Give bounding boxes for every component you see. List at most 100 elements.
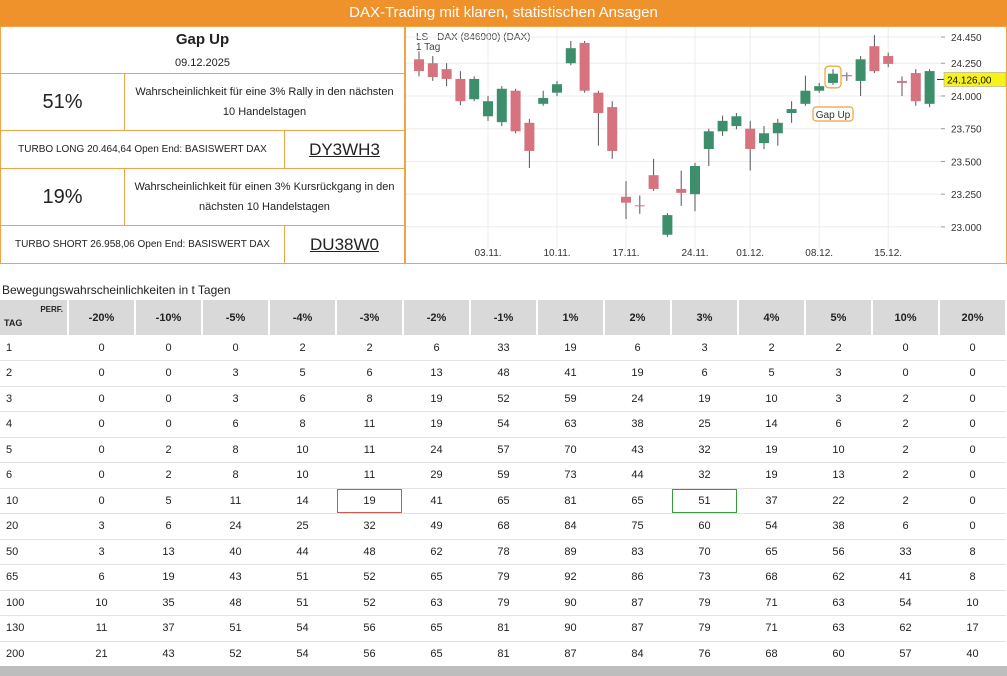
row-label: 50 [0, 539, 68, 565]
table-cell: 48 [470, 360, 537, 387]
table-cell: 2 [135, 437, 202, 463]
column-label: 20% [939, 300, 1007, 335]
table-cell: 2 [269, 335, 336, 361]
table-cell: 51 [671, 488, 738, 514]
table-cell: 65 [403, 615, 470, 642]
table-cell: 0 [939, 462, 1006, 489]
table-cell: 54 [738, 513, 805, 540]
table-cell: 13 [403, 360, 470, 387]
table-cell: 8 [939, 539, 1006, 565]
candle-body [510, 90, 521, 132]
table-cell: 60 [671, 513, 738, 540]
table-cell: 10 [269, 462, 336, 489]
table-row: 130 11 37 51 54 56 65 81 90 87 79 71 63 62 17 [0, 615, 1006, 642]
x-tick-label: 03.11. [474, 248, 501, 259]
table-cell: 87 [537, 641, 604, 667]
row-label: 4 [0, 411, 68, 438]
row-label: 3 [0, 386, 68, 412]
candle-body [924, 71, 935, 104]
column-label: -20% [68, 300, 136, 335]
x-tick-label: 17.11. [612, 248, 639, 259]
table-cell: 33 [470, 335, 537, 361]
table-cell: 40 [202, 539, 269, 565]
candle-body [772, 122, 783, 134]
table-cell: 84 [604, 641, 671, 667]
table-cell: 10 [805, 437, 872, 463]
long-code[interactable]: DY3WH3 [284, 130, 405, 169]
table-cell: 8 [269, 411, 336, 438]
table-cell: 25 [269, 513, 336, 540]
candle-body [759, 133, 769, 144]
candle-body [717, 120, 728, 132]
table-cell: 6 [403, 335, 470, 361]
table-cell: 29 [403, 462, 470, 489]
table-cell: 0 [939, 335, 1006, 361]
table-cell: 0 [135, 411, 202, 438]
table-cell: 51 [269, 564, 336, 591]
table-cell: 0 [68, 360, 135, 387]
row-label: 130 [0, 615, 68, 642]
row-label: 10 [0, 488, 68, 514]
table-cell: 56 [805, 539, 872, 565]
table-cell: 63 [805, 615, 872, 642]
table-cell: 13 [805, 462, 872, 489]
short-code[interactable]: DU38W0 [284, 225, 405, 264]
table-cell: 57 [872, 641, 939, 667]
table-cell: 19 [403, 411, 470, 438]
x-tick-label: 01.12. [736, 248, 764, 259]
table-cell: 2 [336, 335, 403, 361]
candle-body [524, 122, 535, 151]
table-cell: 2 [872, 411, 939, 438]
chart-subtitle: 1 Tag [416, 42, 440, 53]
candle-body [690, 166, 700, 195]
table-cell: 33 [872, 539, 939, 565]
table-cell: 10 [738, 386, 805, 412]
table-cell: 6 [805, 411, 872, 438]
column-label: -10% [135, 300, 203, 335]
x-tick-label: 08.12. [805, 248, 833, 259]
table-cell: 54 [872, 590, 939, 616]
table-cell: 41 [537, 360, 604, 387]
table-cell: 19 [336, 488, 403, 514]
candle-body [483, 101, 493, 117]
table-cell: 8 [202, 437, 269, 463]
table-cell: 81 [537, 488, 604, 514]
table-cell: 5 [135, 488, 202, 514]
column-label: 2% [604, 300, 672, 335]
row-label: 20 [0, 513, 68, 540]
table-cell: 3 [671, 335, 738, 361]
candle-body [855, 59, 866, 81]
table-cell: 63 [403, 590, 470, 616]
table-cell: 0 [939, 513, 1006, 540]
table-cell: 48 [336, 539, 403, 565]
table-cell: 21 [68, 641, 135, 667]
table-cell: 38 [604, 411, 671, 438]
candle-body [841, 75, 852, 77]
annotation-highlight [824, 65, 842, 89]
table-cell: 48 [202, 590, 269, 616]
table-cell: 6 [604, 335, 671, 361]
row-label: 2 [0, 360, 68, 387]
table-cell: 10 [939, 590, 1006, 616]
candle-body [579, 42, 590, 91]
table-row: 200 21 43 52 54 56 65 81 87 84 76 68 60 57 40 [0, 641, 1006, 667]
table-row: 4 0 0 6 8 11 19 54 63 38 25 14 6 2 0 [0, 411, 1006, 438]
table-row: 10 0 5 11 14 19 41 65 81 65 51 37 22 2 0 [0, 488, 1006, 514]
candle-body [634, 205, 645, 207]
table-cell: 8 [939, 564, 1006, 591]
annotation-text: Gap Up [816, 110, 851, 121]
table-cell: 0 [68, 386, 135, 412]
table-cell: 2 [872, 386, 939, 412]
candle-body [745, 128, 756, 149]
table-cell: 63 [805, 590, 872, 616]
table-cell: 32 [671, 437, 738, 463]
table-cell: 40 [939, 641, 1006, 667]
candle-body [593, 92, 604, 113]
table-cell: 19 [604, 360, 671, 387]
table-cell: 62 [872, 615, 939, 642]
table-cell: 3 [68, 513, 135, 540]
y-tick-label: 24.000 [951, 92, 982, 103]
table-cell: 54 [269, 615, 336, 642]
table-cell: 84 [537, 513, 604, 540]
table-cell: 5 [738, 360, 805, 387]
